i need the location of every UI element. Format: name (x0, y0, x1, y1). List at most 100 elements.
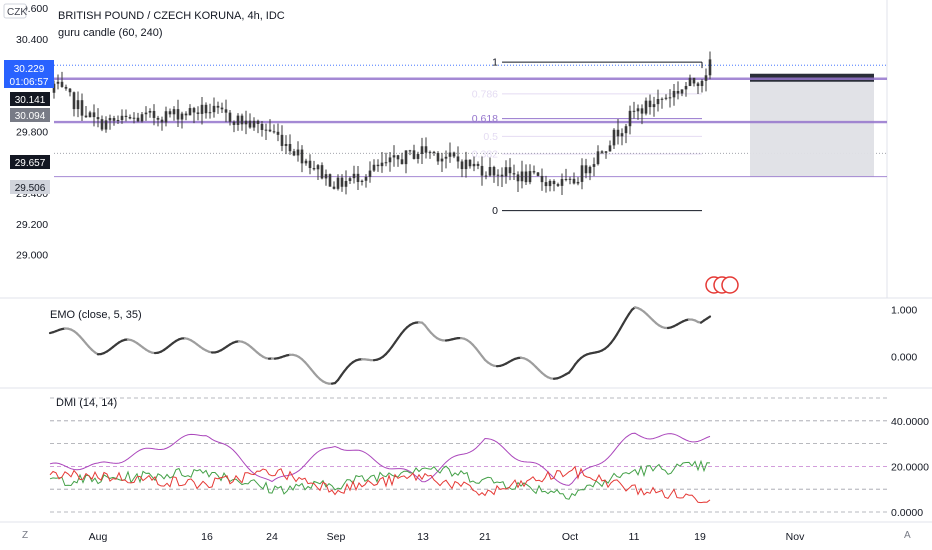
candle-body (52, 83, 56, 93)
level-price-2: 30.094 (15, 111, 46, 122)
candle-body (484, 175, 488, 177)
candle-body (392, 155, 396, 158)
event-markers[interactable] (705, 276, 739, 294)
symbol-title[interactable]: BRITISH POUND / CZECH KORUNA, 4h, IDC (58, 10, 285, 22)
candle-body (180, 113, 184, 120)
x-tick-label: 16 (201, 531, 213, 543)
candle-body (300, 149, 304, 164)
dmi-series-line (49, 459, 711, 500)
candle-body (248, 120, 252, 128)
candle-body (428, 151, 432, 153)
candle-body (500, 174, 504, 177)
dmi-title[interactable]: DMI (14, 14) (56, 397, 117, 409)
candle-body (384, 162, 388, 164)
candle-body (440, 158, 444, 162)
candle-body (292, 151, 296, 156)
candle-body (452, 152, 456, 157)
candle-body (376, 164, 380, 167)
candle-body (576, 181, 580, 184)
candle-body (544, 182, 548, 187)
candle-body (352, 173, 356, 179)
candle-body (336, 177, 340, 189)
candle-body (616, 129, 620, 137)
candle-body (560, 179, 564, 186)
fib-level-label: 0.786 (472, 88, 498, 100)
x-tick-label: 11 (629, 531, 640, 543)
level-badge (10, 155, 50, 169)
event-flag-icon[interactable] (721, 276, 739, 294)
candle-body (456, 156, 460, 162)
candle-body (268, 129, 272, 132)
candle-body (512, 173, 516, 175)
candle-body (172, 109, 176, 115)
candle-body (256, 120, 260, 124)
candle-body (104, 120, 108, 130)
position-tool[interactable] (750, 73, 874, 177)
candle-body (140, 114, 144, 122)
candle-body (112, 118, 116, 121)
indicator-label[interactable]: guru candle (60, 240) (58, 27, 163, 39)
current-price-badge (4, 60, 54, 88)
candle-body (76, 100, 80, 110)
candle-body (532, 171, 536, 173)
candle-body (476, 163, 480, 166)
currency-label: CZK (7, 7, 27, 18)
candle-body (632, 110, 636, 112)
horizontal-levels[interactable] (54, 77, 887, 178)
candle-body (148, 110, 152, 113)
candle-body (64, 86, 68, 89)
dmi-series-line (49, 465, 711, 504)
candle-body (624, 126, 628, 134)
y-tick-label: 29.000 (16, 250, 48, 262)
chart-header: CZK BRITISH POUND / CZECH KORUNA, 4h, ID… (3, 3, 285, 39)
candle-body (228, 112, 232, 122)
x-tick-label: Nov (786, 531, 805, 543)
candle-body (696, 83, 700, 87)
fibonacci-retracement[interactable]: 1 0.786 0.618 0.5 0.382 0 (472, 57, 703, 218)
candle-body (288, 144, 292, 152)
candle-body (92, 112, 96, 118)
candle-body (552, 180, 556, 185)
dmi-tick-label: 0.0000 (891, 507, 923, 519)
currency-badge[interactable] (3, 3, 27, 19)
dmi-tick-label: 20.0000 (891, 461, 929, 473)
candle-body (516, 174, 520, 182)
candle-body (188, 108, 192, 116)
candle-body (424, 146, 428, 153)
candle-body (312, 168, 316, 170)
candle-body (564, 179, 568, 181)
candle-body (520, 171, 524, 182)
dmi-tick-label: 40.0000 (891, 416, 929, 428)
auto-scale-button[interactable]: A (904, 530, 911, 541)
candle-body (332, 186, 336, 189)
candle-body (132, 117, 136, 119)
emo-title[interactable]: EMO (close, 5, 35) (50, 309, 142, 321)
position-box-stop[interactable] (750, 78, 874, 177)
candle-body (508, 167, 512, 174)
candle-body (468, 159, 472, 167)
candle-body (156, 117, 160, 120)
candle-body (664, 97, 668, 99)
candle-body (356, 173, 360, 183)
grid-layer (54, 64, 887, 154)
x-tick-label: Sep (327, 531, 346, 543)
candle-body (252, 120, 256, 128)
candle-body (316, 165, 320, 170)
candle-body (204, 104, 208, 114)
candle-body (488, 166, 492, 176)
candle-body (152, 110, 156, 118)
fib-level-label: 0.618 (472, 113, 498, 125)
current-price: 30.229 (14, 64, 45, 75)
candle-body (628, 110, 632, 127)
candle-body (480, 165, 484, 176)
candle-body (284, 144, 288, 146)
level-price-4: 29.506 (15, 183, 46, 194)
candle-body (580, 165, 584, 182)
candle-body (108, 118, 112, 121)
candle-body (240, 115, 244, 125)
level-badge (10, 180, 50, 194)
candle-body (692, 77, 696, 84)
candle-body (548, 180, 552, 187)
candle-body (676, 90, 680, 94)
zoom-button[interactable]: Z (22, 530, 28, 541)
